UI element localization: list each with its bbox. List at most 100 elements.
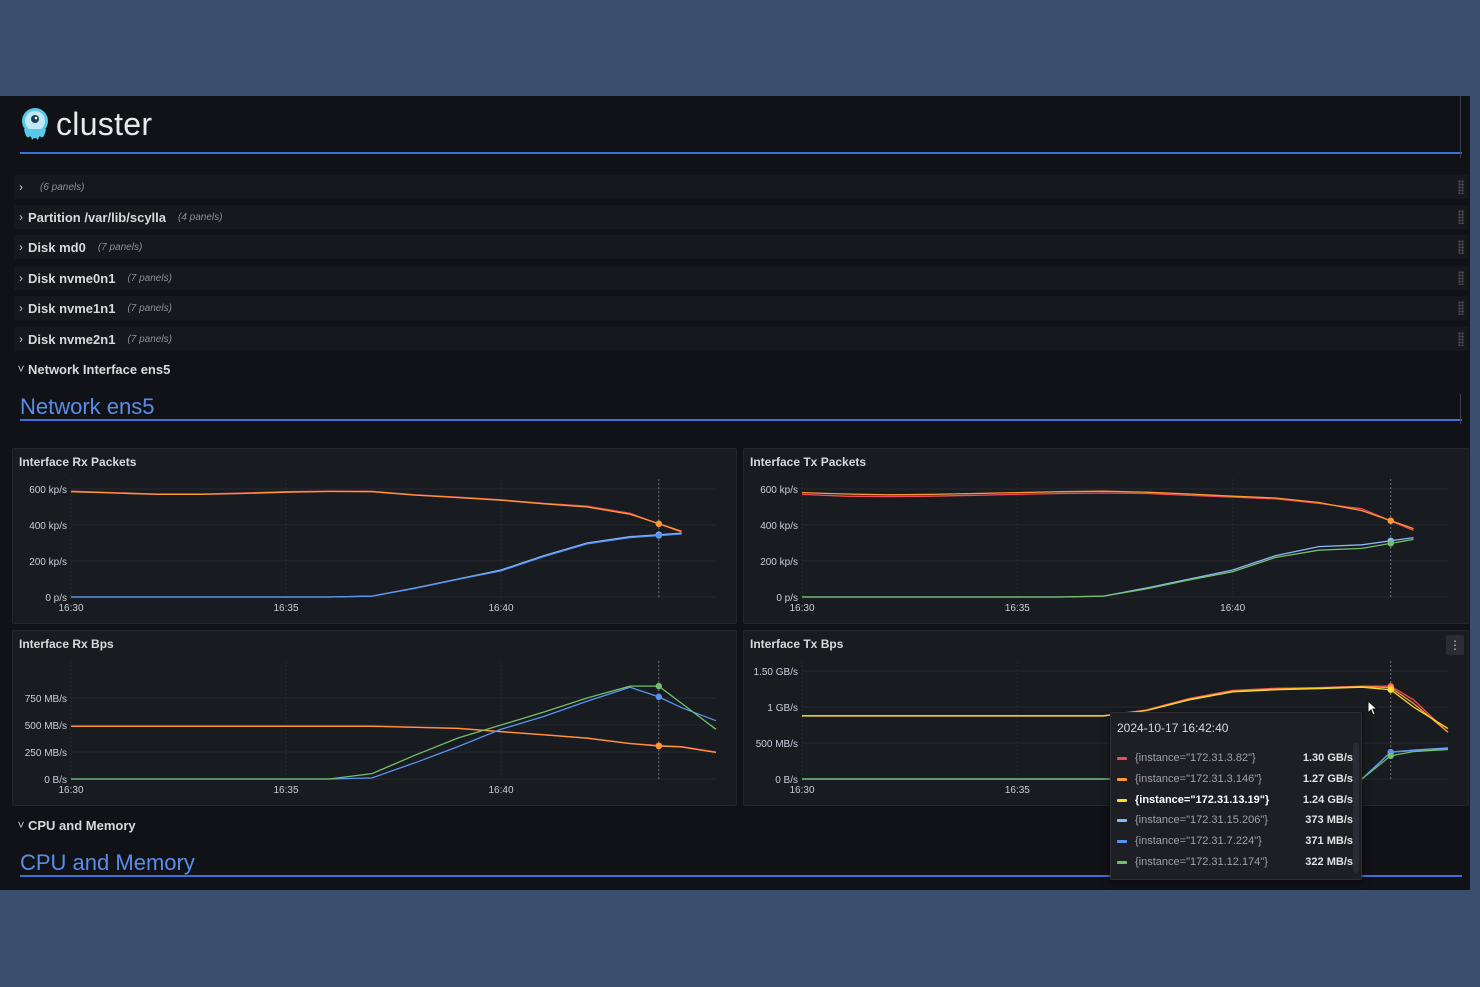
row-panel-count: (7 panels) — [127, 333, 172, 345]
y-tick-label: 500 MB/s — [756, 739, 798, 750]
row-panel-count: (7 panels) — [97, 241, 143, 253]
row-title: Disk nvme1n1 — [28, 300, 116, 316]
tooltip-label: {instance="172.31.13.19"} — [1135, 794, 1270, 806]
panel-title: Interface Rx Packets — [19, 455, 137, 469]
y-tick-label: 0 p/s — [45, 593, 67, 604]
series-line — [71, 725, 717, 754]
tooltip-time: 2024-10-17 16:42:40 — [1117, 721, 1229, 735]
series-line — [802, 686, 1449, 730]
x-tick-label: 16:35 — [273, 785, 298, 796]
tooltip-item: {instance="172.31.3.146"} 1.27 GB/s — [1117, 769, 1353, 789]
x-tick-label: 16:40 — [488, 785, 513, 796]
hover-point — [655, 532, 663, 539]
row-disk-nvme1n1[interactable]: › Disk nvme1n1 (7 panels) — [14, 296, 1468, 320]
x-tick-label: 16:35 — [1005, 603, 1030, 614]
x-tick-label: 16:40 — [488, 603, 513, 614]
x-tick-label: 16:30 — [58, 603, 83, 614]
row-cpu-memory[interactable]: ˅ CPU and Memory — [14, 813, 1468, 837]
chevron-right-icon: › — [19, 271, 23, 285]
section-title-cpu: CPU and Memory — [20, 850, 195, 875]
hover-point — [655, 682, 663, 690]
y-tick-label: 750 MB/s — [25, 694, 67, 705]
series-swatch — [1117, 860, 1127, 864]
tooltip-item: {instance="172.31.7.224"} 371 MB/s — [1117, 831, 1353, 851]
y-tick-label: 200 kp/s — [760, 557, 798, 568]
row-disk-nvme0n1[interactable]: › Disk nvme0n1 (7 panels) — [14, 266, 1468, 290]
series-line — [71, 686, 717, 780]
tooltip-label: {instance="172.31.3.146"} — [1135, 773, 1262, 785]
drag-handle-icon[interactable] — [1458, 180, 1464, 194]
scylla-logo-icon — [22, 108, 48, 140]
hover-point — [655, 693, 663, 701]
drag-handle-icon[interactable] — [1458, 271, 1464, 285]
drag-handle-icon[interactable] — [1458, 240, 1464, 254]
y-tick-label: 600 kp/s — [29, 485, 67, 496]
y-tick-label: 0 B/s — [44, 775, 67, 786]
panel-title: Interface Tx Packets — [750, 455, 867, 469]
chevron-right-icon: › — [19, 180, 23, 194]
row-panel-count: (6 panels) — [40, 181, 85, 193]
row-network-interface[interactable]: ˅ Network Interface ens5 — [14, 357, 1468, 381]
y-tick-label: 1 GB/s — [767, 703, 798, 714]
series-line — [70, 490, 682, 532]
hover-point — [1387, 540, 1394, 547]
tooltip-value: 1.24 GB/s — [1302, 794, 1353, 806]
row-disk-nvme2n1[interactable]: › Disk nvme2n1 (7 panels) — [14, 327, 1468, 351]
drag-handle-icon[interactable] — [1458, 332, 1464, 346]
tooltip-value: 373 MB/s — [1305, 814, 1353, 826]
chevron-down-icon: ˅ — [17, 818, 25, 832]
panel-tx-packets[interactable]: Interface Tx Packets 0 p/s 200 kp/s 400 kp… — [743, 448, 1469, 624]
row-title: Disk nvme0n1 — [28, 270, 116, 286]
series-line — [802, 536, 1414, 598]
hover-point — [1387, 517, 1394, 524]
tooltip-label: {instance="172.31.7.224"} — [1135, 835, 1262, 847]
series-line — [71, 533, 682, 598]
chart-rx-packets: 0 p/s 200 kp/s 400 kp/s 600 kp/s 16:30 16:35 1… — [29, 479, 716, 614]
y-tick-label: 1.50 GB/s — [754, 667, 798, 678]
dashboard: cluster › (6 panels) › Partition /var/li… — [0, 96, 1470, 890]
panel-rx-bps[interactable]: Interface Rx Bps 0 B/s 250 MB/s 500 MB/s 75… — [12, 630, 737, 806]
drag-handle-icon[interactable] — [1458, 210, 1464, 224]
row-collapsed[interactable]: › (6 panels) — [14, 175, 1468, 199]
row-title: CPU and Memory — [28, 817, 136, 833]
tooltip-value: 322 MB/s — [1305, 856, 1353, 868]
row-title: Network Interface ens5 — [28, 361, 171, 377]
panel-menu-button[interactable]: ⋮ — [1446, 635, 1464, 655]
row-disk-md0[interactable]: › Disk md0 (7 panels) — [14, 235, 1468, 259]
chart-rx-bps: 0 B/s 250 MB/s 500 MB/s 750 MB/s 16:30 16:35 1… — [25, 661, 717, 796]
chevron-down-icon: ˅ — [17, 362, 25, 376]
drag-handle-icon[interactable] — [1458, 301, 1464, 315]
y-tick-label: 600 kp/s — [760, 485, 798, 496]
series-line — [70, 490, 682, 533]
y-tick-label: 400 kp/s — [760, 521, 798, 532]
y-tick-label: 400 kp/s — [29, 521, 67, 532]
tooltip-scrollbar[interactable] — [1353, 743, 1359, 873]
x-tick-label: 16:40 — [1220, 603, 1245, 614]
panel-rx-packets[interactable]: Interface Rx Packets 0 p/s 200 kp/s 400 kp… — [12, 448, 737, 624]
x-tick-label: 16:30 — [789, 785, 814, 796]
x-tick-label: 16:30 — [789, 603, 814, 614]
series-line — [802, 538, 1414, 598]
tooltip-label: {instance="172.31.15.206"} — [1135, 814, 1268, 826]
tooltip-item: {instance="172.31.3.82"} 1.30 GB/s — [1117, 748, 1353, 768]
chart-tx-packets: 0 p/s 200 kp/s 400 kp/s 600 kp/s 16:30 16:35 1… — [760, 479, 1448, 614]
row-title: Disk md0 — [28, 239, 86, 255]
hover-point — [1387, 686, 1394, 693]
row-panel-count: (4 panels) — [178, 211, 223, 223]
row-panel-count: (7 panels) — [127, 302, 172, 314]
series-line — [801, 492, 1414, 531]
x-tick-label: 16:35 — [1005, 785, 1030, 796]
tooltip-value: 1.30 GB/s — [1302, 752, 1353, 764]
mouse-cursor-icon — [1367, 700, 1379, 716]
row-partition[interactable]: › Partition /var/lib/scylla (4 panels) — [14, 205, 1468, 229]
section-edge — [1460, 394, 1461, 424]
hover-point — [655, 742, 663, 750]
hover-point — [655, 520, 663, 527]
y-tick-label: 250 MB/s — [25, 748, 67, 759]
chart-tooltip: 2024-10-17 16:42:40 {instance="172.31.3.… — [1110, 712, 1362, 880]
tooltip-value: 1.27 GB/s — [1302, 773, 1353, 785]
chevron-right-icon: › — [19, 210, 23, 224]
chevron-right-icon: › — [19, 301, 23, 315]
dashboard-header: cluster — [20, 96, 152, 152]
header-divider — [20, 152, 1462, 154]
